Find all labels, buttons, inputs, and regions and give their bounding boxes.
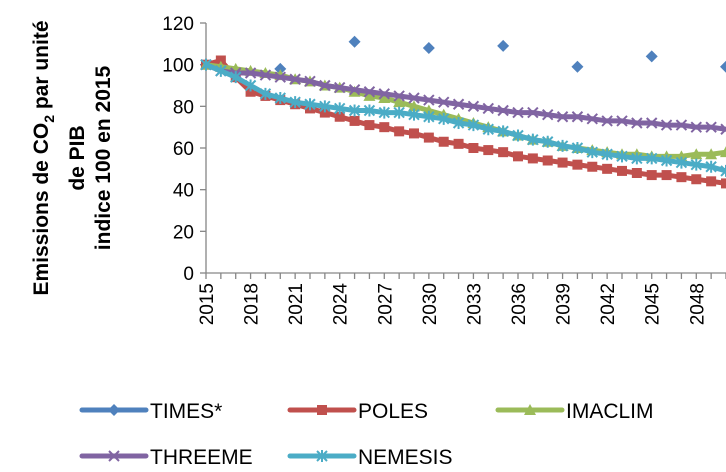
series-poles-point — [364, 120, 374, 130]
series-times-point — [497, 40, 509, 52]
legend-label-nemesis: NEMESIS — [358, 446, 453, 469]
legend-item-poles: POLES — [290, 400, 428, 423]
series-times-point — [349, 36, 361, 48]
x-tick-label: 2042 — [598, 283, 619, 325]
series-poles-point — [706, 176, 716, 186]
series-poles-point — [676, 172, 686, 182]
x-tick-label: 2030 — [420, 283, 441, 325]
series-times-point — [646, 50, 658, 62]
legend-item-imaclim: IMACLIM — [498, 400, 654, 423]
x-tick-label: 2018 — [242, 283, 263, 325]
series-poles-point — [454, 139, 464, 149]
series-poles-point — [558, 158, 568, 168]
x-tick-label: 2033 — [464, 283, 485, 325]
series-times-point — [720, 61, 726, 73]
series-poles-point — [498, 147, 508, 157]
series-poles-point — [662, 170, 672, 180]
series-times-point — [571, 61, 583, 73]
y-tick-label: 0 — [183, 264, 194, 285]
x-tick-label: 2048 — [687, 283, 708, 325]
x-tick-label: 2021 — [286, 283, 307, 325]
y-tick-label: 20 — [173, 222, 194, 243]
legend-label-poles: POLES — [358, 400, 428, 423]
series-times — [200, 36, 726, 75]
legend-item-nemesis: NEMESIS — [290, 446, 453, 469]
legend-label-imaclim: IMACLIM — [566, 400, 654, 423]
y-tick-label: 60 — [173, 139, 194, 160]
legend-marker-times — [108, 404, 120, 416]
series-poles-point — [691, 174, 701, 184]
legend-item-threeme: THREEME — [82, 446, 253, 469]
series-poles-point — [439, 137, 449, 147]
series-poles-point — [587, 162, 597, 172]
series-poles-point — [394, 126, 404, 136]
series-poles-point — [483, 145, 493, 155]
x-tick-label: 2027 — [375, 283, 396, 325]
x-tick-labels: 2015 2018 2021 2024 2027 2030 2033 2036 2039 2042… — [197, 283, 708, 326]
series-poles-point — [632, 168, 642, 178]
axes — [200, 23, 726, 279]
series-poles-point — [350, 116, 360, 126]
series-poles-point — [721, 178, 726, 188]
y-axis-title: Emissions de CO2 par unité de PIB indice… — [30, 20, 115, 295]
series-poles-point — [468, 143, 478, 153]
y-tick-label: 80 — [173, 97, 194, 118]
series-poles-point — [572, 160, 582, 170]
y-axis-title-line-1: Emissions de CO2 par unité — [30, 20, 57, 295]
series-times-point — [423, 42, 435, 54]
series-poles-point — [647, 170, 657, 180]
x-tick-label: 2015 — [197, 283, 218, 325]
series-poles-point — [409, 128, 419, 138]
series-poles-point — [602, 164, 612, 174]
legend-label-times: TIMES* — [150, 400, 222, 423]
series-poles-point — [513, 151, 523, 161]
y-tick-labels: 0 20 40 60 80 100 120 — [162, 14, 194, 285]
legend-marker-poles — [317, 405, 327, 415]
x-tick-label: 2036 — [509, 283, 530, 325]
y-axis-title-line-3: indice 100 en 2015 — [92, 65, 115, 250]
x-tick-label: 2024 — [331, 283, 352, 326]
series-poles-point — [379, 122, 389, 132]
y-tick-label: 40 — [173, 181, 194, 202]
y-tick-label: 100 — [162, 56, 194, 77]
series-poles-point — [424, 133, 434, 143]
x-tick-label: 2045 — [643, 283, 664, 325]
series-poles-point — [543, 156, 553, 166]
legend: TIMES* POLES IMACLIM THREEME NEMESIS — [82, 400, 654, 469]
y-tick-label: 120 — [162, 14, 194, 35]
series-group — [200, 36, 726, 189]
series-poles-point — [528, 153, 538, 163]
series-poles-point — [617, 166, 627, 176]
legend-item-times: TIMES* — [82, 400, 222, 423]
y-axis-title-line-2: de PIB — [66, 125, 89, 190]
legend-label-threeme: THREEME — [150, 446, 253, 469]
x-tick-label: 2039 — [554, 283, 575, 325]
